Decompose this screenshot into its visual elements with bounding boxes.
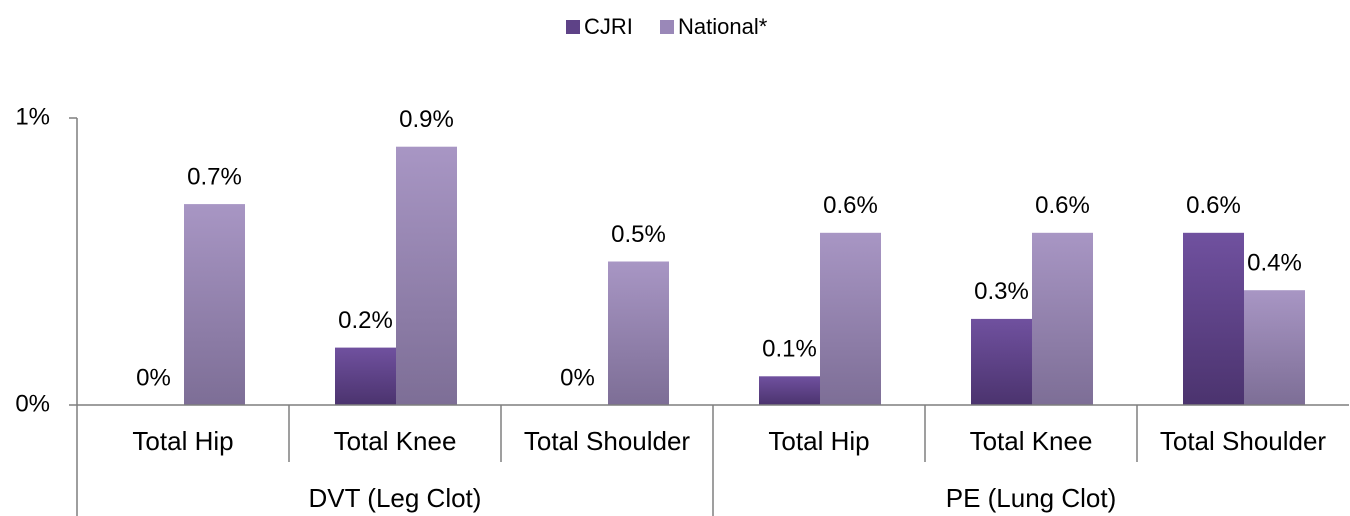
bar — [820, 232, 881, 405]
x-tick-label: Total Hip — [132, 426, 233, 456]
bar — [1183, 232, 1244, 405]
value-label: 0.6% — [1186, 192, 1241, 219]
bar — [759, 376, 820, 405]
value-label: 0.3% — [974, 278, 1029, 305]
x-tick-label: Total Knee — [970, 426, 1093, 456]
value-label: 0.6% — [1035, 192, 1090, 219]
bar — [608, 261, 669, 405]
group-label: DVT (Leg Clot) — [309, 483, 482, 513]
bar — [971, 318, 1032, 405]
value-label: 0% — [136, 364, 171, 391]
value-label: 0.2% — [338, 307, 393, 334]
legend-label: CJRI — [584, 14, 633, 39]
x-tick-label: Total Knee — [334, 426, 457, 456]
value-label: 0.6% — [823, 192, 878, 219]
value-label: 0.5% — [611, 221, 666, 248]
legend-swatch — [660, 20, 674, 34]
value-label: 0% — [560, 364, 595, 391]
y-tick-label: 1% — [15, 103, 50, 130]
x-tick-label: Total Hip — [768, 426, 869, 456]
value-label: 0.4% — [1247, 250, 1302, 277]
x-tick-label: Total Shoulder — [524, 426, 691, 456]
value-label: 0.1% — [762, 336, 817, 363]
group-label: PE (Lung Clot) — [946, 483, 1117, 513]
value-label: 0.9% — [399, 106, 454, 133]
x-tick-label: Total Shoulder — [1160, 426, 1327, 456]
bar — [396, 146, 457, 405]
bar — [1032, 232, 1093, 405]
bar — [335, 347, 396, 405]
bar — [1244, 290, 1305, 405]
legend-swatch — [566, 20, 580, 34]
value-label: 0.7% — [187, 163, 242, 190]
legend-label: National* — [678, 14, 768, 39]
y-tick-label: 0% — [15, 390, 50, 417]
bar — [184, 204, 245, 405]
